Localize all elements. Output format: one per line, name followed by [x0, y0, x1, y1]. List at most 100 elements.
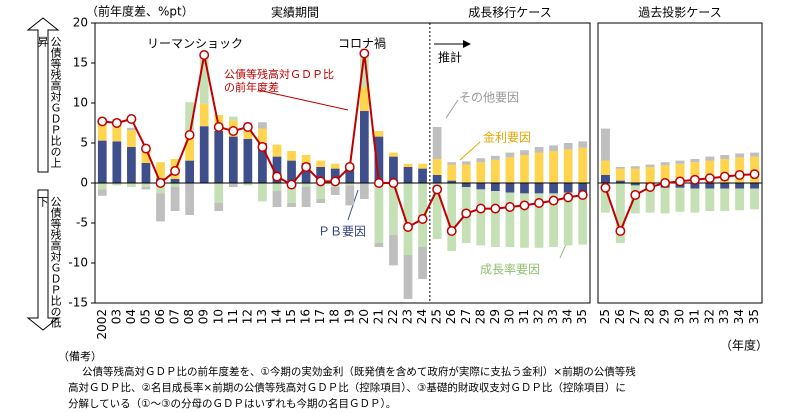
- bar: [112, 183, 122, 186]
- bar: [600, 175, 610, 183]
- bar: [563, 149, 573, 183]
- x-tick-label: 17: [313, 309, 327, 324]
- bar: [243, 183, 253, 186]
- x-tick-label: 34: [732, 309, 746, 324]
- x-tick-label: 34: [561, 309, 575, 324]
- pointer: [445, 99, 459, 119]
- bar: [112, 141, 122, 183]
- bar: [578, 141, 588, 148]
- bar: [345, 167, 355, 183]
- line-point: [170, 166, 181, 176]
- line-point: [213, 122, 224, 132]
- x-tick-label: 30: [673, 309, 687, 324]
- x-tick-label: 03: [109, 309, 123, 324]
- bar: [185, 160, 194, 183]
- bar: [549, 183, 558, 194]
- bar: [185, 183, 194, 215]
- line-point: [199, 50, 210, 60]
- up-arrow: [26, 17, 60, 173]
- x-tick-label: 2002: [95, 309, 109, 340]
- bar: [735, 188, 745, 211]
- x-unit: （年度）: [720, 338, 768, 353]
- section-title: 実績期間: [271, 5, 319, 20]
- bar: [600, 160, 610, 175]
- bar: [461, 164, 471, 183]
- line-point: [286, 179, 297, 190]
- line-point: [490, 203, 501, 214]
- x-tick-label: 05: [138, 309, 152, 324]
- line-point: [645, 182, 656, 192]
- x-tick-label: 31: [517, 309, 531, 324]
- line-point: [475, 203, 486, 214]
- line-point: [749, 169, 760, 180]
- bar: [330, 168, 340, 183]
- x-tick-label: 33: [546, 309, 560, 324]
- bar: [675, 163, 685, 183]
- x-tick-label: 20: [357, 309, 371, 324]
- bar: [491, 183, 500, 191]
- bar: [615, 168, 625, 181]
- bar: [491, 191, 500, 247]
- x-tick-label: 28: [473, 309, 487, 324]
- x-tick-label: 15: [284, 309, 298, 324]
- bar: [127, 147, 136, 183]
- line-point: [417, 214, 428, 224]
- bar: [301, 187, 311, 207]
- bar: [359, 55, 369, 87]
- bar: [228, 183, 238, 187]
- bar: [228, 116, 238, 121]
- projection-label: 推計: [438, 50, 462, 65]
- bar: [476, 158, 486, 163]
- bar: [345, 183, 355, 186]
- bar: [185, 102, 194, 137]
- bar: [578, 183, 588, 193]
- bar: [374, 243, 384, 247]
- notes-heading: （備考）: [58, 350, 102, 363]
- down-arrow: [26, 189, 60, 331]
- bar: [660, 165, 670, 183]
- x-tick-label: 24: [415, 309, 429, 324]
- bar: [630, 168, 640, 183]
- bar: [645, 167, 655, 183]
- bar: [563, 143, 573, 150]
- line-point: [184, 130, 195, 140]
- bar: [534, 193, 544, 248]
- bar: [534, 147, 544, 153]
- bar: [272, 156, 282, 183]
- annotation: コロナ禍: [338, 36, 386, 51]
- bar: [97, 183, 107, 190]
- line-point: [734, 170, 745, 180]
- bar: [578, 147, 588, 183]
- x-tick-label: 22: [386, 309, 400, 324]
- pointer: [257, 89, 349, 111]
- x-tick-label: 16: [299, 309, 313, 324]
- line-point: [330, 176, 341, 187]
- x-tick-label: 26: [613, 309, 627, 324]
- bar: [374, 131, 384, 137]
- bar: [690, 162, 700, 183]
- bar: [156, 193, 165, 222]
- bar: [720, 188, 730, 211]
- line-point: [600, 182, 611, 193]
- annotation: リーマンショック: [147, 37, 243, 51]
- bar: [418, 168, 427, 183]
- y-label: （前年度差、%pt）: [86, 4, 194, 19]
- x-tick-label: 08: [182, 309, 196, 324]
- bar: [705, 188, 715, 211]
- bar: [112, 123, 122, 142]
- bar: [520, 155, 529, 183]
- bar: [243, 139, 253, 183]
- bar: [141, 183, 151, 187]
- y-tick-label: 20: [73, 16, 88, 30]
- line-point: [141, 143, 151, 154]
- x-tick-label: 09: [197, 309, 211, 324]
- bar: [185, 136, 194, 161]
- bar: [359, 87, 369, 111]
- line-point: [563, 192, 574, 203]
- bar: [615, 180, 625, 183]
- bar: [330, 187, 340, 195]
- bar: [127, 130, 136, 147]
- pointer: [459, 141, 481, 161]
- bar: [97, 140, 107, 183]
- line-point: [461, 208, 472, 219]
